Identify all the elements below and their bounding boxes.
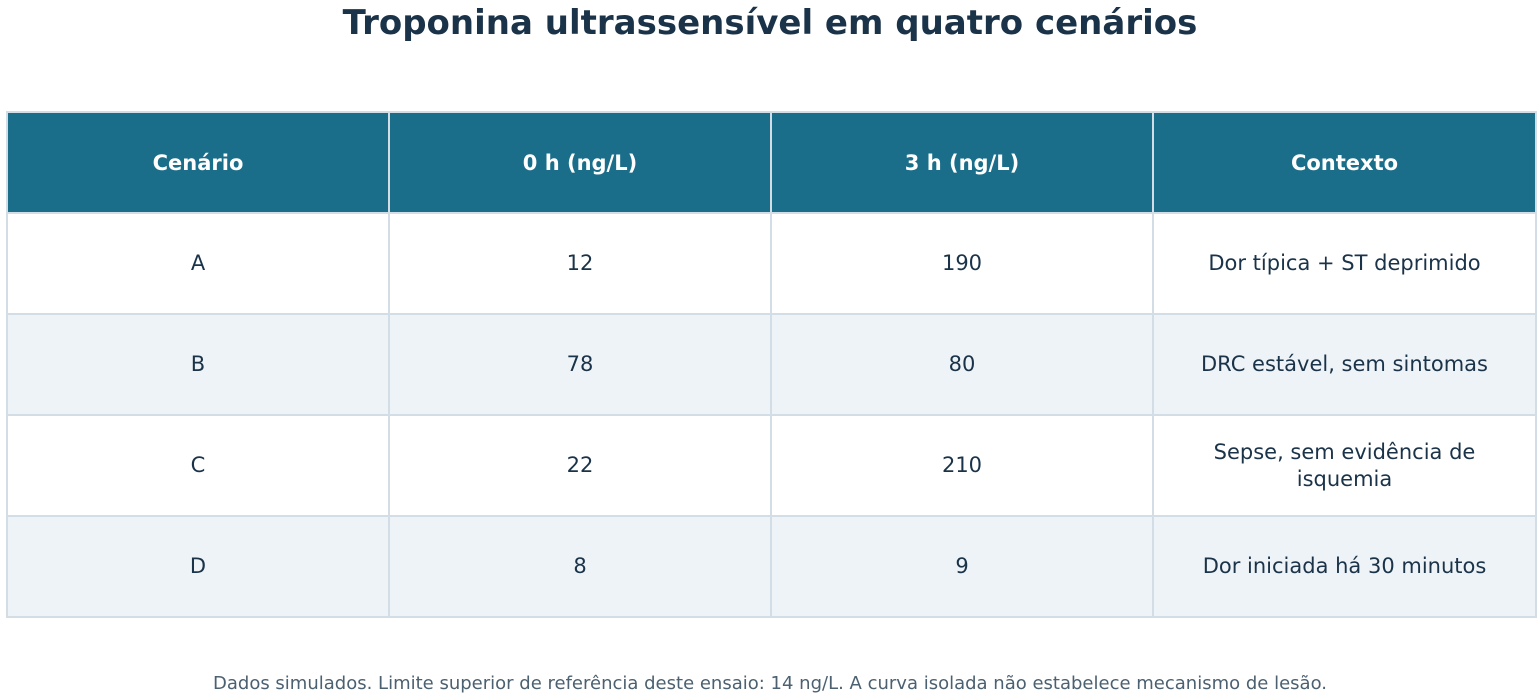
cell-3h: 210: [770, 414, 1154, 517]
cell-3h: 190: [770, 212, 1154, 315]
cell-3h: 80: [770, 313, 1154, 416]
footnote: Dados simulados. Limite superior de refe…: [213, 673, 1327, 694]
cell-0h: 8: [388, 515, 772, 618]
column-header-3h: 3 h (ng/L): [770, 111, 1154, 214]
column-header-0h: 0 h (ng/L): [388, 111, 772, 214]
cell-contexto: DRC estável, sem sintomas: [1152, 313, 1537, 416]
cell-0h: 22: [388, 414, 772, 517]
cell-contexto: Dor iniciada há 30 minutos: [1152, 515, 1537, 618]
chart-title: Troponina ultrassensível em quatro cenár…: [342, 3, 1198, 43]
cell-0h: 78: [388, 313, 772, 416]
column-header-contexto: Contexto: [1152, 111, 1537, 214]
data-table: Cenário 0 h (ng/L) 3 h (ng/L) Contexto A…: [6, 111, 1537, 618]
cell-cenario: B: [6, 313, 390, 416]
table-row: A 12 190 Dor típica + ST deprimido: [6, 212, 1537, 315]
table-row: D 8 9 Dor iniciada há 30 minutos: [6, 515, 1537, 618]
cell-contexto: Sepse, sem evidência de isquemia: [1152, 414, 1537, 517]
table-row: B 78 80 DRC estável, sem sintomas: [6, 313, 1537, 416]
table-body: A 12 190 Dor típica + ST deprimido B 78 …: [6, 212, 1537, 618]
cell-3h: 9: [770, 515, 1154, 618]
cell-cenario: D: [6, 515, 390, 618]
table-header: Cenário 0 h (ng/L) 3 h (ng/L) Contexto: [6, 111, 1537, 214]
table-row: C 22 210 Sepse, sem evidência de isquemi…: [6, 414, 1537, 517]
cell-0h: 12: [388, 212, 772, 315]
cell-cenario: C: [6, 414, 390, 517]
header-row: Cenário 0 h (ng/L) 3 h (ng/L) Contexto: [6, 111, 1537, 214]
column-header-cenario: Cenário: [6, 111, 390, 214]
cell-contexto: Dor típica + ST deprimido: [1152, 212, 1537, 315]
cell-cenario: A: [6, 212, 390, 315]
